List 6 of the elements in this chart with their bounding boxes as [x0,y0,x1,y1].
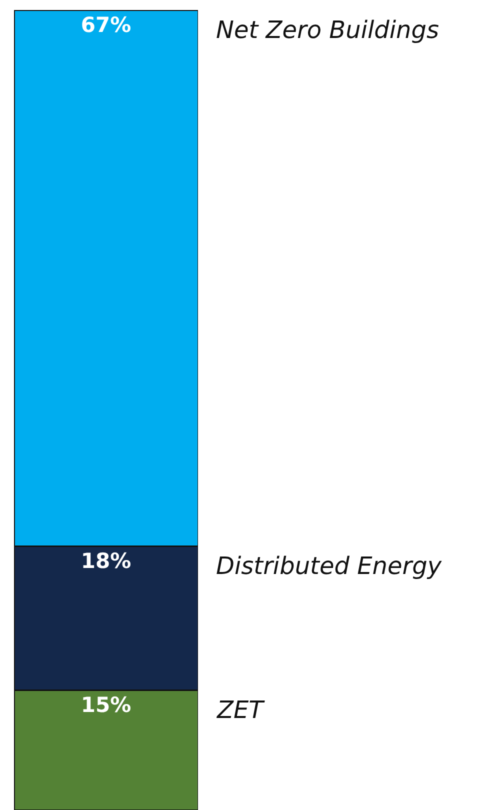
series-label: ZET [216,696,266,724]
data-label: 18% [80,549,132,573]
data-label: 15% [80,693,132,717]
series-label: Distributed Energy [216,552,442,580]
data-label: 67% [80,13,132,37]
series-label: Net Zero Buildings [216,16,440,44]
